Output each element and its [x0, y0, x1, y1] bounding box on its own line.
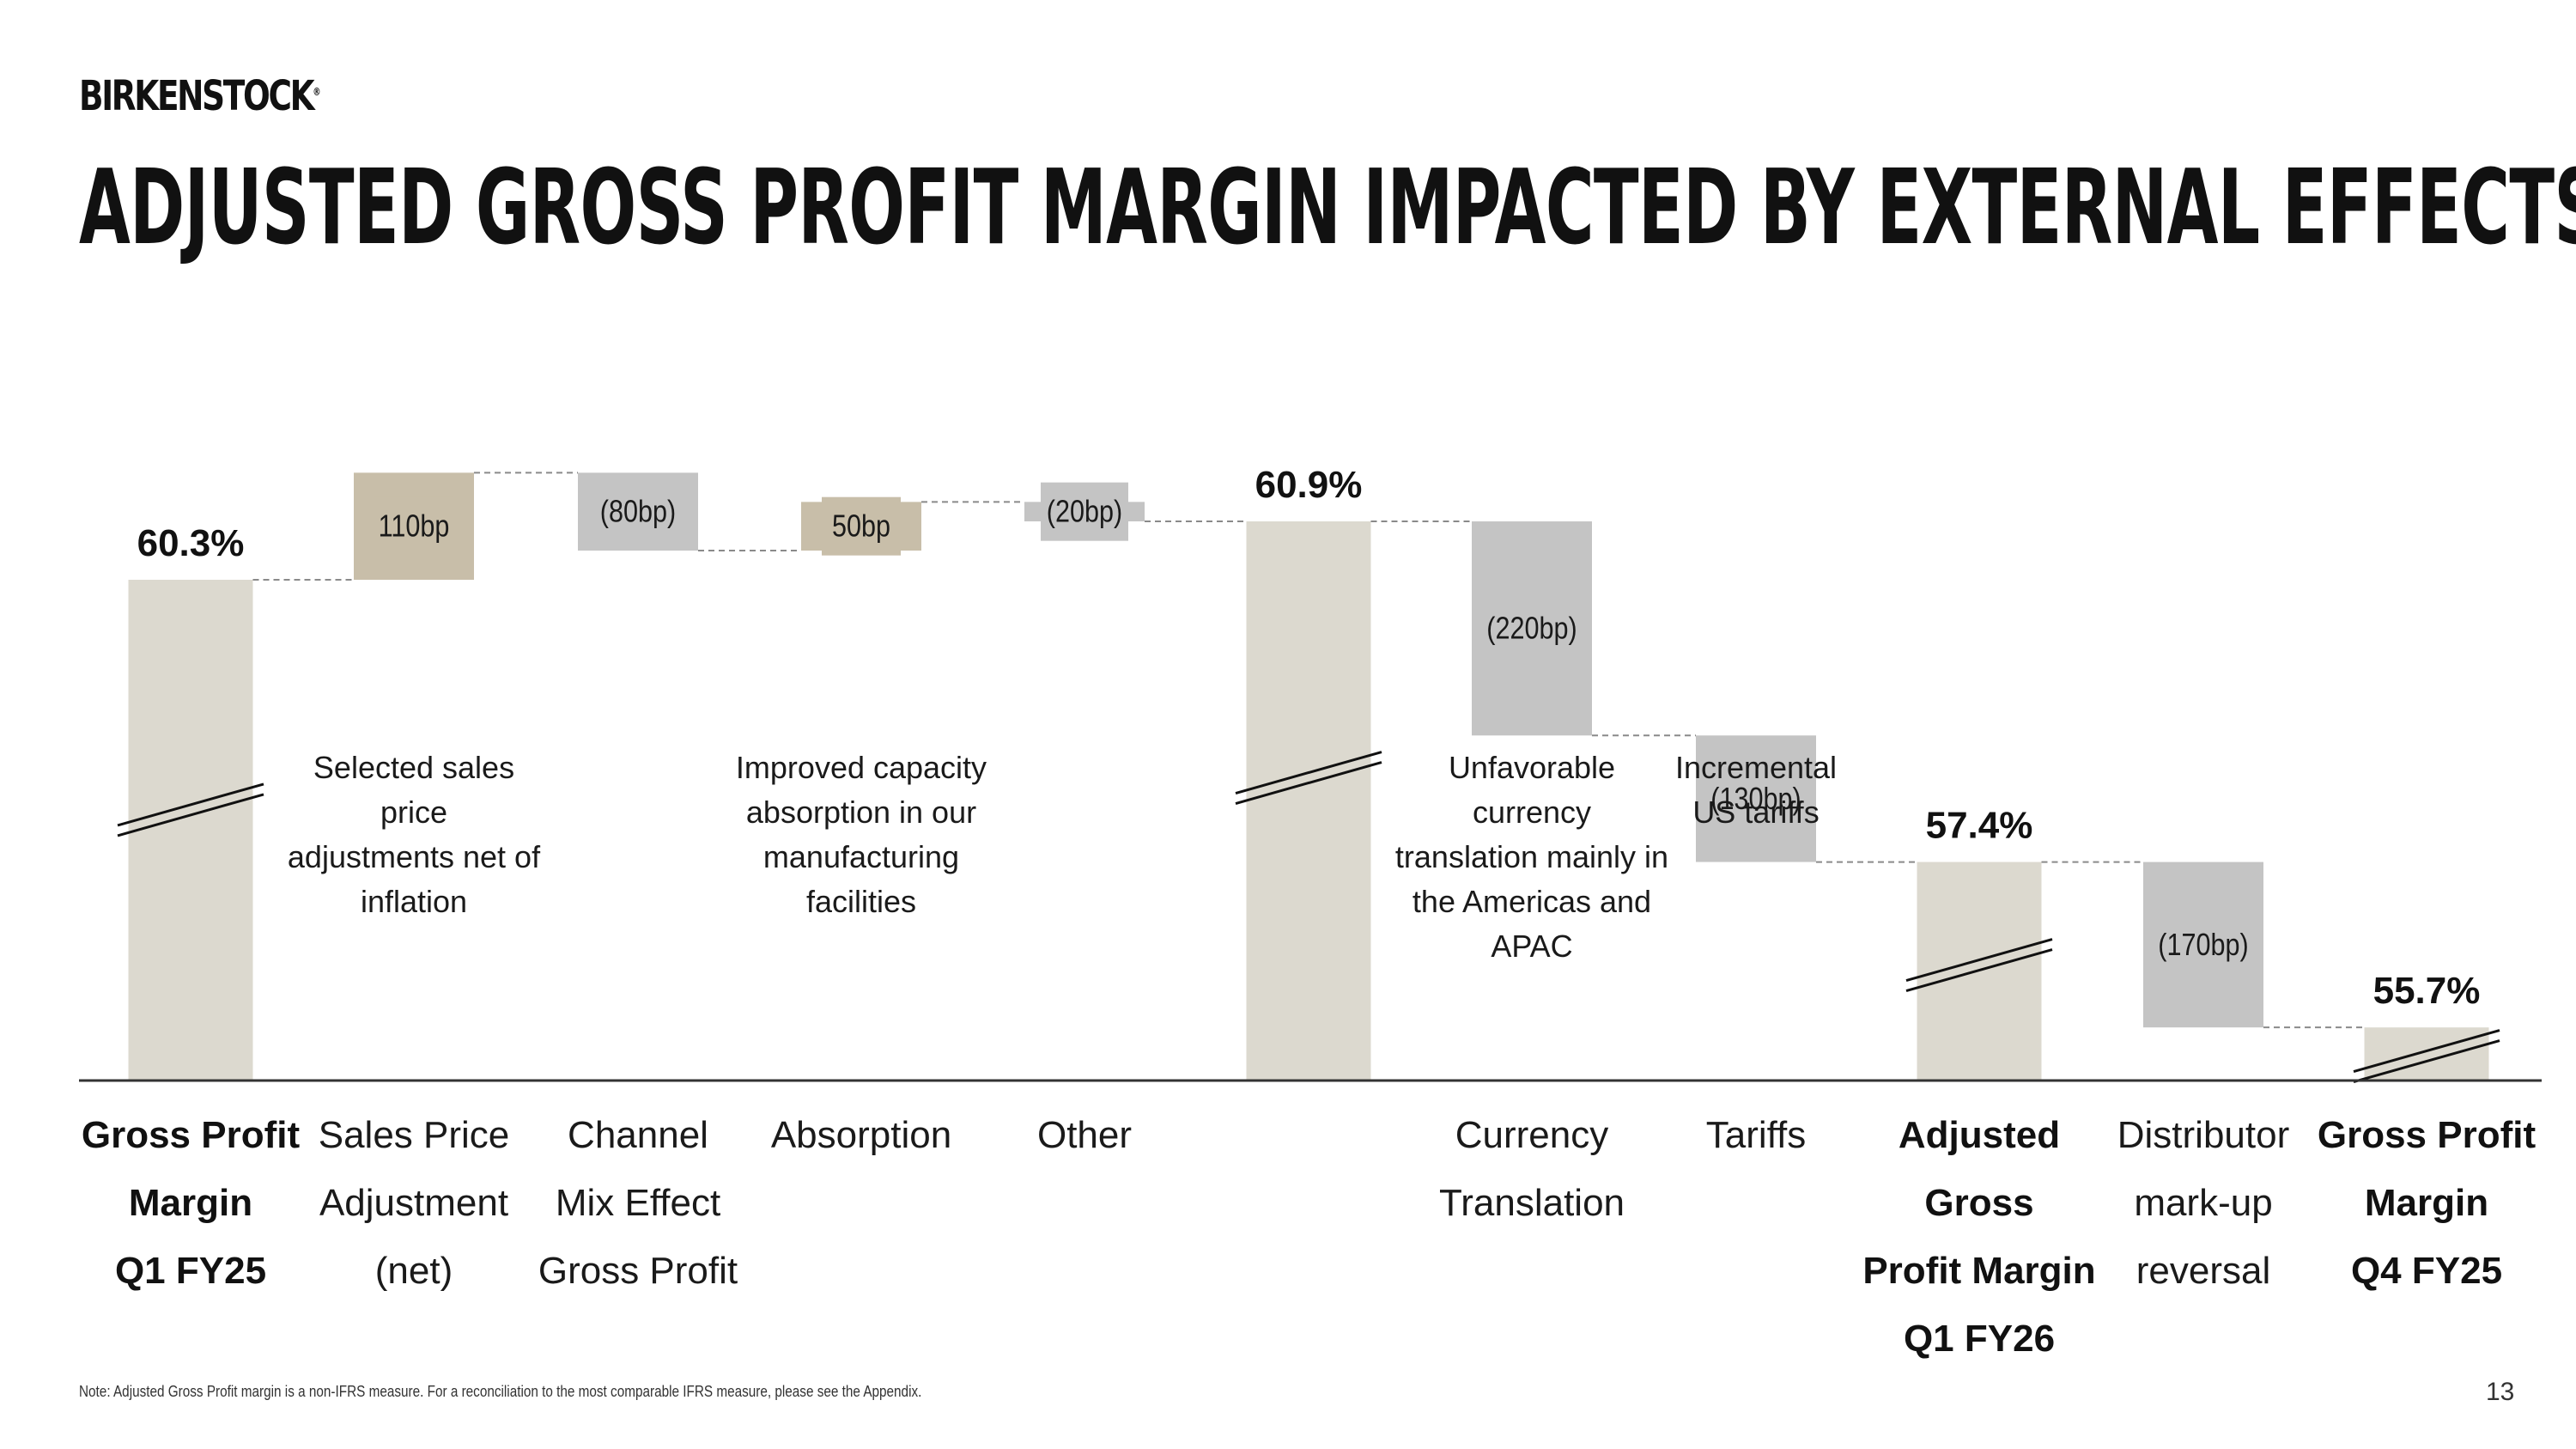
category-label-line: (net)	[374, 1250, 453, 1292]
delta-label-box	[1041, 482, 1128, 541]
annotation-line: Improved capacity	[735, 750, 987, 785]
category-label-line: Channel	[568, 1114, 708, 1156]
category-label-line: Margin	[2364, 1182, 2489, 1224]
category-label-line: Absorption	[770, 1114, 952, 1156]
logo-text: BIRKENSTOCK	[79, 72, 315, 120]
category-label: Currency Translation	[1412, 1101, 1652, 1237]
category-label-line: Other	[1036, 1114, 1133, 1156]
total-value-label: 60.3%	[137, 522, 245, 564]
birkenstock-logo: BIRKENSTOCK®	[79, 72, 321, 120]
annotation-line: inflation	[360, 884, 468, 919]
category-label-line: Currency	[1455, 1114, 1609, 1156]
annotation-line: Unfavorable currency	[1448, 750, 1616, 830]
category-label-line: Profit Margin	[1862, 1250, 2096, 1292]
total-value-label: 57.4%	[1926, 805, 2033, 847]
delta-label-box	[2153, 915, 2254, 974]
annotation-line: translation mainly in	[1394, 839, 1669, 874]
annotation-line: APAC	[1491, 928, 1573, 964]
logo-registered-mark: ®	[313, 86, 321, 98]
category-label-line: reversal	[2136, 1250, 2271, 1292]
total-bar	[128, 580, 253, 1080]
category-label: Sales Price Adjustment (net)	[294, 1101, 534, 1305]
axis-break-mark	[117, 782, 264, 827]
delta-value-label: 50bp	[832, 509, 890, 544]
axis-break-mark	[1905, 938, 2053, 983]
category-label: Tariffs	[1636, 1101, 1876, 1169]
annotation-line: absorption in our	[745, 795, 977, 830]
annotation-line: facilities	[805, 884, 917, 919]
annotation-line: adjustments net of	[287, 839, 541, 874]
category-label: Absorption	[741, 1101, 981, 1169]
axis-break-mark	[1235, 761, 1382, 805]
delta-value-label: (20bp)	[1047, 495, 1122, 529]
delta-value-label: (80bp)	[600, 495, 676, 529]
category-label: Adjusted Gross Profit Margin Q1 FY26	[1859, 1101, 2099, 1373]
axis-break-mark	[2353, 1039, 2500, 1083]
step-annotation: Selected sales price adjustments net of in…	[276, 746, 551, 924]
total-value-label: 55.7%	[2373, 970, 2481, 1012]
axis-break-mark	[1905, 948, 2053, 993]
category-label-line: Gross Profit	[2317, 1114, 2537, 1156]
category-label-line: Adjustment	[319, 1182, 509, 1224]
step-annotation: Improved capacity absorption in our manufa…	[724, 746, 999, 924]
axis-break-mark	[2353, 1029, 2500, 1073]
page-number: 13	[2486, 1378, 2515, 1406]
delta-value-label: (220bp)	[1486, 612, 1577, 646]
category-label: Gross Profit Margin Q4 FY25	[2306, 1101, 2547, 1305]
total-value-label: 60.9%	[1255, 464, 1363, 506]
category-label-line: Q1 FY26	[1903, 1318, 2056, 1360]
category-label: Channel Mix Effect Gross Profit	[518, 1101, 758, 1305]
category-label-line: Mix Effect	[555, 1182, 721, 1224]
category-label-line: Margin	[128, 1182, 253, 1224]
total-bar	[1246, 521, 1371, 1080]
category-label-line: Q4 FY25	[2350, 1250, 2503, 1292]
category-label-line: Gross Profit	[538, 1250, 738, 1292]
category-label-line: Translation	[1438, 1182, 1625, 1224]
category-label-line: Sales Price	[318, 1114, 510, 1156]
annotation-line: Incremental	[1674, 750, 1838, 785]
category-label-line: Q1 FY25	[114, 1250, 267, 1292]
delta-label-box	[1481, 599, 1583, 658]
category-label: Gross Profit Margin Q1 FY25	[70, 1101, 311, 1305]
step-annotation: Unfavorable currency translation mainly i…	[1394, 746, 1669, 969]
total-bar	[2364, 1027, 2489, 1080]
delta-label-box	[822, 496, 901, 556]
category-label-line: mark-up	[2134, 1182, 2273, 1224]
axis-break-mark	[1235, 751, 1382, 795]
slide-title: ADJUSTED GROSS PROFIT MARGIN IMPACTED BY…	[79, 149, 2576, 268]
category-label: Distributor mark-up reversal	[2083, 1101, 2324, 1305]
category-label: Other	[964, 1101, 1205, 1169]
footnote: Note: Adjusted Gross Profit margin is a …	[79, 1383, 922, 1400]
delta-value-label: (170bp)	[2158, 928, 2248, 963]
step-annotation: Incremental US tariffs	[1619, 746, 1893, 835]
category-label-line: Tariffs	[1705, 1114, 1807, 1156]
delta-value-label: (130bp)	[1710, 782, 1801, 817]
annotation-line: US tariffs	[1692, 795, 1820, 830]
delta-label-box	[1705, 769, 1807, 828]
annotation-line: manufacturing	[762, 839, 960, 874]
category-label-line: Adjusted Gross	[1898, 1114, 2061, 1224]
category-label-line: Distributor	[2117, 1114, 2290, 1156]
axis-break-mark	[117, 793, 264, 837]
delta-label-box	[594, 482, 682, 541]
annotation-line: the Americas and	[1412, 884, 1652, 919]
category-label-line: Gross Profit	[81, 1114, 301, 1156]
delta-value-label: 110bp	[379, 509, 450, 544]
delta-label-box	[374, 496, 453, 556]
annotation-line: Selected sales price	[313, 750, 515, 830]
